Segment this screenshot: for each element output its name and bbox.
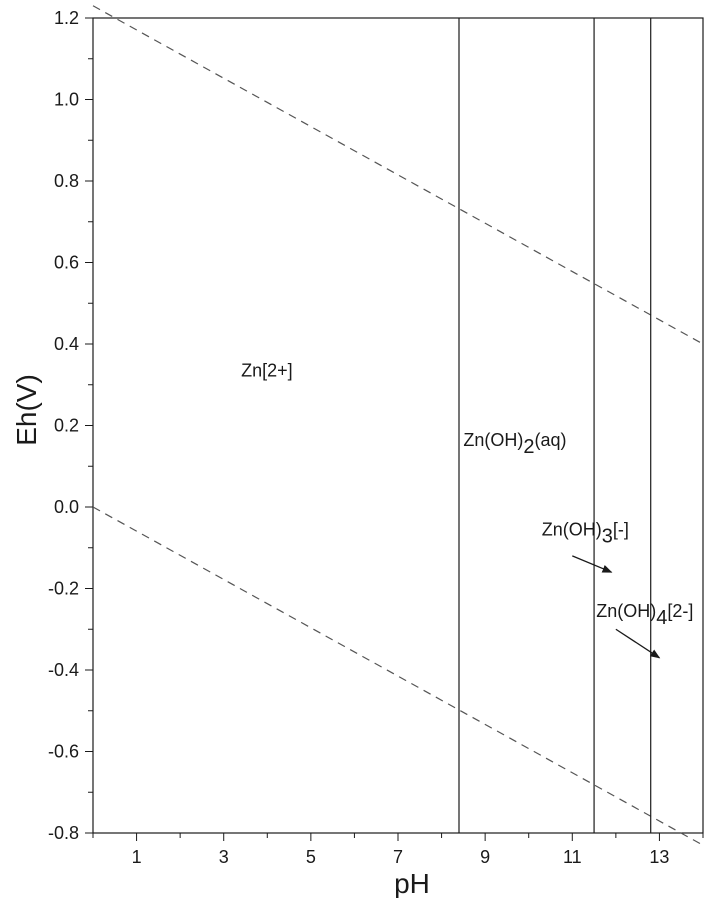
region-label: Zn(OH)3[-] bbox=[542, 520, 629, 548]
region-label: Zn(OH)2(aq) bbox=[463, 430, 566, 458]
species-annotation: Zn(OH)4[2-] bbox=[596, 601, 693, 629]
x-tick-label: 11 bbox=[563, 847, 582, 867]
y-tick-label: 0.4 bbox=[54, 334, 79, 354]
x-tick-label: 7 bbox=[393, 847, 403, 867]
y-axis-title: Eh(V) bbox=[11, 374, 42, 446]
y-tick-label: 0.6 bbox=[54, 253, 79, 273]
y-tick-label: 1.0 bbox=[54, 90, 79, 110]
y-tick-label: 0.8 bbox=[54, 171, 79, 191]
water-lower-stability-line bbox=[92, 506, 704, 846]
annotation-arrow bbox=[572, 555, 613, 573]
y-tick-label: -0.6 bbox=[48, 742, 79, 762]
plot-frame bbox=[92, 17, 704, 834]
x-tick-label: 3 bbox=[219, 847, 229, 867]
y-tick-label: 0.2 bbox=[54, 416, 79, 436]
x-axis-title: pH bbox=[394, 868, 430, 898]
y-tick-label: 0.0 bbox=[54, 497, 79, 517]
x-tick-label: 13 bbox=[649, 847, 669, 867]
x-tick-label: 1 bbox=[132, 847, 142, 867]
x-tick-label: 9 bbox=[480, 847, 490, 867]
y-tick-label: 1.2 bbox=[54, 8, 79, 28]
y-tick-label: -0.4 bbox=[48, 660, 79, 680]
x-tick-label: 5 bbox=[306, 847, 316, 867]
annotation-arrow bbox=[615, 628, 661, 659]
region-label: Zn[2+] bbox=[241, 361, 293, 381]
y-tick-label: -0.8 bbox=[48, 823, 79, 843]
water-upper-stability-line bbox=[92, 5, 704, 345]
y-tick-label: -0.2 bbox=[48, 579, 79, 599]
